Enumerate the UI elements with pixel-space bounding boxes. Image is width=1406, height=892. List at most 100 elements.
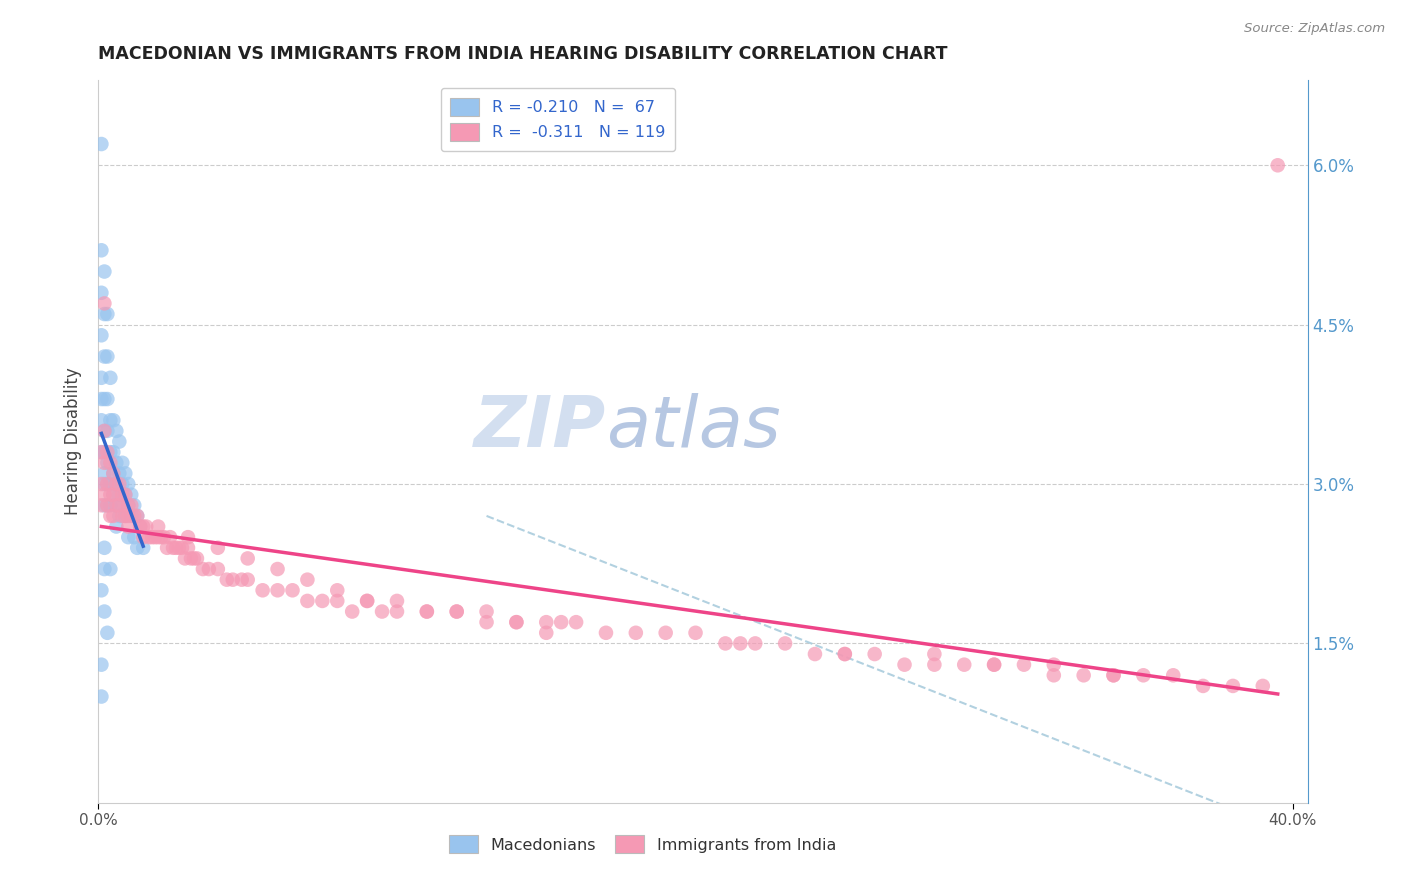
Point [114,467,136,481]
Point [165,541,187,555]
Point [93,467,115,481]
Point [924,657,946,672]
Point [96,424,118,438]
Point [117,530,139,544]
Point [93,456,115,470]
Point [1102,668,1125,682]
Point [93,350,115,364]
Point [90,445,112,459]
Point [416,605,439,619]
Point [114,508,136,523]
Point [236,551,259,566]
Point [90,136,112,151]
Point [93,605,115,619]
Point [122,508,145,523]
Point [685,625,707,640]
Point [207,541,229,555]
Point [1132,668,1154,682]
Point [132,530,155,544]
Point [297,594,319,608]
Point [105,477,128,491]
Point [90,413,112,427]
Point [105,498,128,512]
Point [90,371,112,385]
Point [834,647,856,661]
Point [983,657,1005,672]
Point [108,434,131,449]
Point [105,519,128,533]
Point [93,445,115,459]
Point [103,467,125,481]
Text: atlas: atlas [606,392,780,461]
Point [340,605,363,619]
Point [207,562,229,576]
Point [177,541,200,555]
Point [505,615,527,630]
Point [111,498,134,512]
Point [174,551,197,566]
Point [93,541,115,555]
Y-axis label: Hearing Disability: Hearing Disability [65,368,83,516]
Point [416,605,439,619]
Point [804,647,827,661]
Point [117,477,139,491]
Point [98,413,121,427]
Point [105,498,128,512]
Point [1012,657,1035,672]
Point [141,530,163,544]
Text: ZIP: ZIP [474,392,606,461]
Point [93,392,115,406]
Point [103,488,125,502]
Point [624,625,647,640]
Point [893,657,915,672]
Point [117,519,139,533]
Point [326,594,349,608]
Point [266,583,288,598]
Point [98,562,121,576]
Point [111,477,134,491]
Point [90,498,112,512]
Point [96,350,118,364]
Point [103,445,125,459]
Point [215,573,238,587]
Point [103,413,125,427]
Point [132,541,155,555]
Point [150,530,173,544]
Point [108,508,131,523]
Point [654,625,676,640]
Point [177,530,200,544]
Point [90,285,112,300]
Point [505,615,527,630]
Point [90,477,112,491]
Point [744,636,766,650]
Point [1161,668,1184,682]
Point [326,583,349,598]
Point [170,541,193,555]
Point [863,647,886,661]
Point [297,573,319,587]
Point [108,467,131,481]
Point [96,456,118,470]
Point [90,583,112,598]
Point [103,508,125,523]
Point [167,541,190,555]
Point [93,424,115,438]
Point [222,573,245,587]
Point [90,445,112,459]
Point [105,456,128,470]
Point [98,445,121,459]
Point [1043,668,1066,682]
Point [96,498,118,512]
Point [105,424,128,438]
Point [120,488,142,502]
Point [385,594,408,608]
Point [146,530,169,544]
Point [108,477,131,491]
Point [114,508,136,523]
Point [138,530,160,544]
Point [96,307,118,321]
Point [252,583,274,598]
Point [127,508,149,523]
Point [90,690,112,704]
Point [180,551,202,566]
